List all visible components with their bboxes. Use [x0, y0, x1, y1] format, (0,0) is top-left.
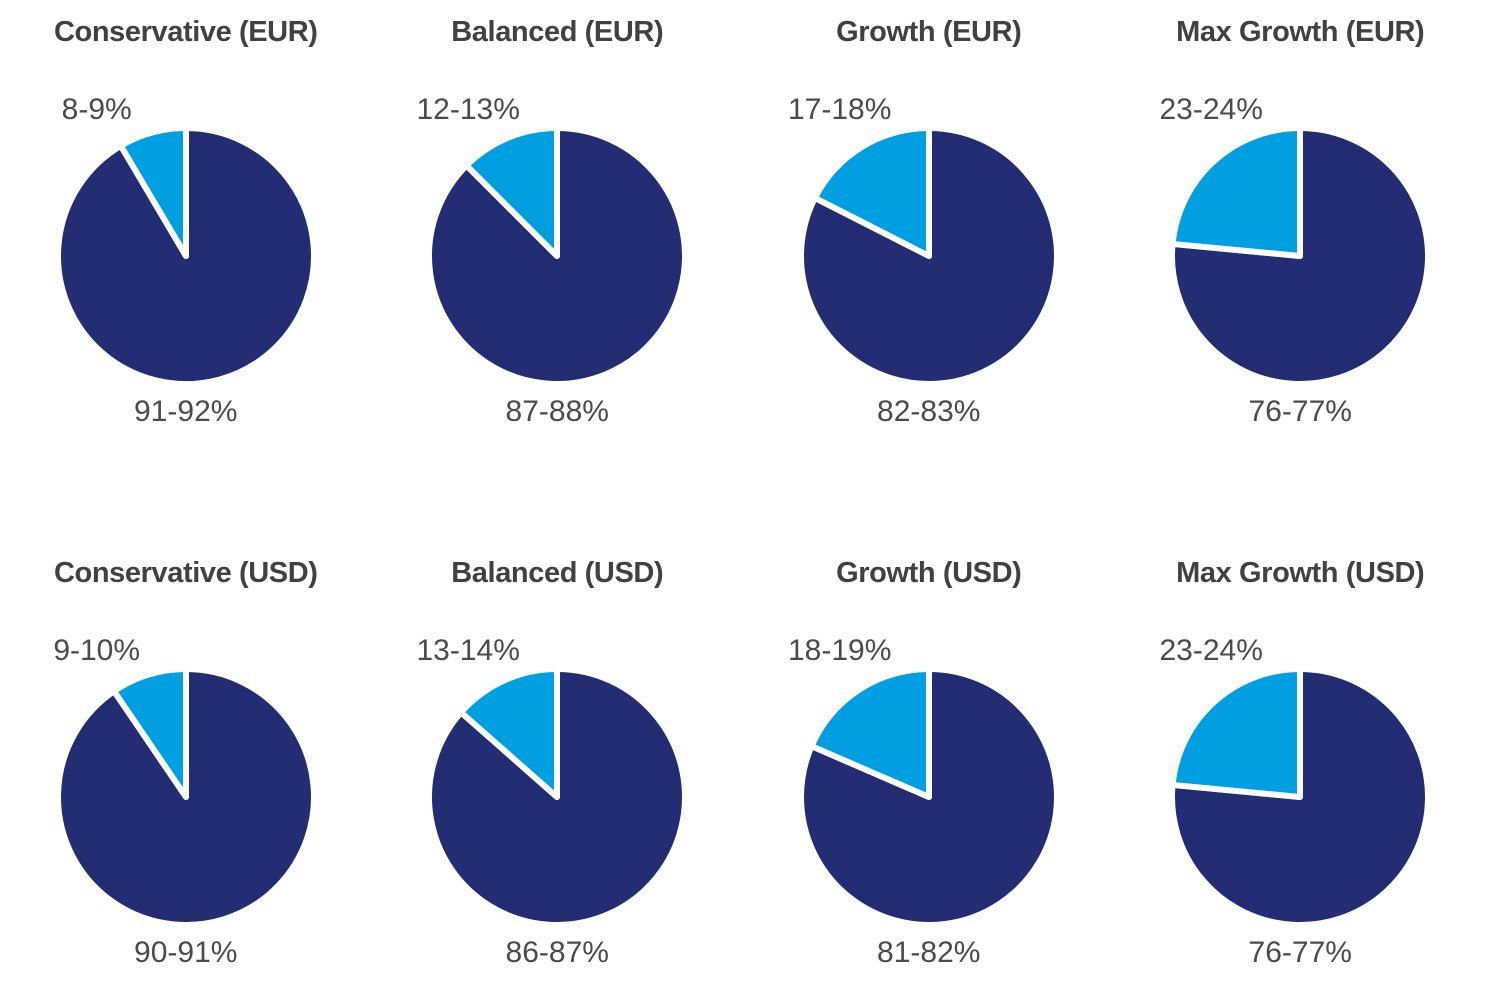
pie [54, 666, 317, 928]
pie-area: 13-14% 86-87% [416, 634, 689, 969]
small-slice-label: 12-13% [416, 93, 520, 126]
small-slice-label: 8-9% [61, 93, 132, 126]
chart-title: Growth (USD) [836, 557, 1022, 589]
big-slice-label: 90-91% [134, 936, 238, 969]
pie-slice-secondary [1169, 125, 1304, 259]
big-slice-label: 87-88% [505, 395, 609, 428]
pie-chart-growth-eur: Growth (EUR) 17-18% 82-83% [743, 0, 1115, 491]
pie-area: 23-24% 76-77% [1159, 93, 1432, 428]
pie-area: 12-13% 87-88% [416, 93, 689, 428]
chart-title: Conservative (USD) [53, 557, 318, 589]
pie-slice-secondary [808, 666, 932, 800]
small-slice-label: 23-24% [1159, 634, 1263, 667]
chart-title: Growth (EUR) [836, 16, 1022, 48]
pie-chart-balanced-usd: Balanced (USD) 13-14% 86-87% [372, 491, 744, 982]
pie-slice-secondary [811, 125, 932, 259]
big-slice-label: 81-82% [877, 936, 981, 969]
pie-chart-balanced-eur: Balanced (EUR) 12-13% 87-88% [372, 0, 744, 491]
pie [1169, 666, 1432, 928]
big-slice-label: 86-87% [505, 936, 609, 969]
big-slice-label: 76-77% [1248, 936, 1352, 969]
pie [54, 125, 317, 387]
pie-area: 9-10% 90-91% [53, 634, 317, 969]
pie [426, 125, 689, 387]
pie [426, 666, 689, 928]
pie-slice-primary [1169, 666, 1432, 928]
big-slice-label: 76-77% [1248, 395, 1352, 428]
small-slice-label: 23-24% [1159, 93, 1263, 126]
small-slice-label: 9-10% [53, 634, 141, 667]
pie-chart-max-growth-usd: Max Growth (USD) 23-24% 76-77% [1115, 491, 1486, 982]
small-slice-label: 18-19% [787, 634, 892, 667]
chart-title: Max Growth (EUR) [1176, 16, 1425, 48]
pie [797, 125, 1060, 387]
pie-area: 23-24% 76-77% [1159, 634, 1432, 969]
pie-slice-primary [1169, 125, 1432, 387]
chart-title: Conservative (EUR) [53, 16, 318, 48]
pie-slice-secondary [110, 666, 189, 800]
pie [1169, 125, 1432, 387]
big-slice-label: 82-83% [877, 395, 981, 428]
pie-slice-secondary [458, 666, 561, 800]
pie-chart-conservative-usd: Conservative (USD) 9-10% 90-91% [0, 491, 372, 982]
chart-title: Balanced (USD) [451, 557, 664, 589]
pie-area: 8-9% 91-92% [54, 93, 317, 428]
chart-title: Max Growth (USD) [1176, 557, 1425, 589]
big-slice-label: 91-92% [134, 395, 238, 428]
pie-slice-secondary [1169, 666, 1304, 800]
pie-slice-secondary [117, 125, 189, 259]
pie-chart-growth-usd: Growth (USD) 18-19% 81-82% [743, 491, 1115, 982]
pie-slice-secondary [463, 125, 561, 259]
pie-chart-max-growth-eur: Max Growth (EUR) 23-24% 76-77% [1115, 0, 1486, 491]
small-slice-label: 13-14% [416, 634, 520, 667]
chart-title: Balanced (EUR) [451, 16, 664, 48]
pie [797, 666, 1060, 928]
pie-chart-conservative-eur: Conservative (EUR) 8-9% 91-92% [0, 0, 372, 491]
pie-area: 18-19% 81-82% [788, 634, 1060, 969]
pie-area: 17-18% 82-83% [788, 93, 1060, 428]
small-slice-label: 17-18% [787, 93, 892, 126]
